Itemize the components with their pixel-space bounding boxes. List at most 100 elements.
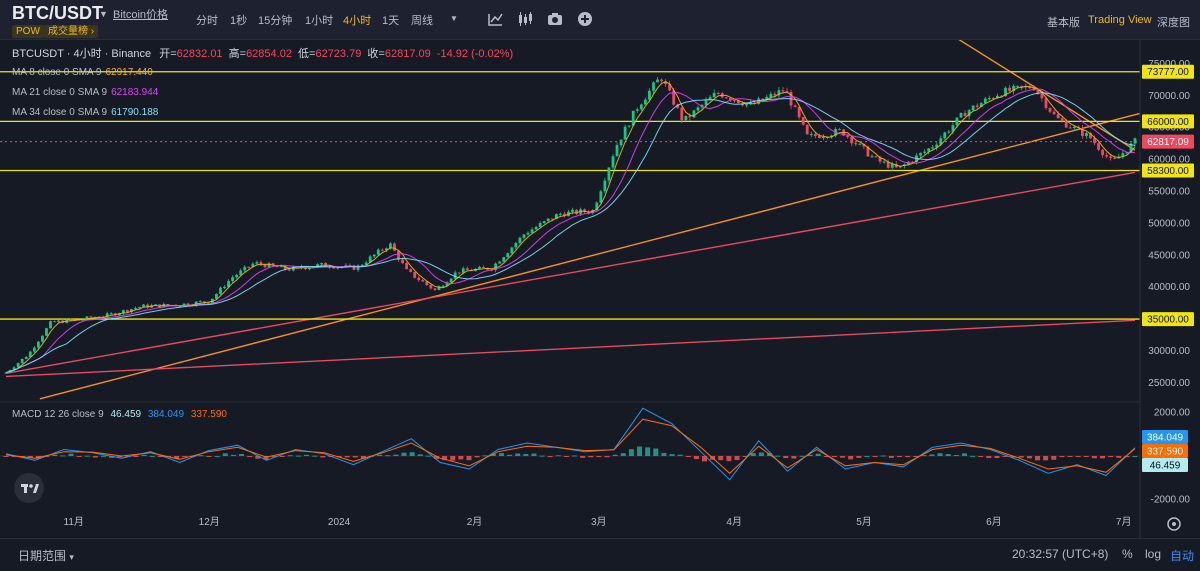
clock-readout[interactable]: 20:32:57 (UTC+8) <box>1012 547 1109 561</box>
macd-tick-label: 2000.00 <box>1154 408 1191 419</box>
auto-scale-toggle[interactable]: 自动 <box>1170 549 1195 563</box>
candle-body <box>478 266 481 269</box>
candle-body <box>393 243 396 251</box>
candle-body <box>797 107 801 118</box>
macd-histogram-bar <box>572 455 578 457</box>
chart-canvas[interactable]: 75000.0070000.0065000.0060000.0055000.00… <box>0 40 1200 538</box>
candle-body <box>279 265 283 268</box>
ma34-legend[interactable]: MA 34 close 0 SMA 9 61790.188 <box>12 107 158 118</box>
candle-body <box>465 268 469 270</box>
candle-body <box>979 103 983 107</box>
date-range-button[interactable]: 日期范围 ▾ <box>18 547 74 564</box>
macd-histogram-bar <box>758 452 764 456</box>
ma8-value: 62917.440 <box>105 67 153 78</box>
candle-body <box>12 367 16 371</box>
macd-histogram-bar <box>352 456 358 458</box>
macd-histogram-bar <box>1116 456 1122 458</box>
macd-histogram-bar <box>693 456 699 460</box>
candle-body <box>660 79 663 82</box>
macd-histogram-bar <box>11 456 17 457</box>
macd-histogram-bar <box>986 456 992 459</box>
macd-histogram-bar <box>848 456 854 460</box>
ma21-legend[interactable]: MA 21 close 0 SMA 9 62183.944 <box>12 87 158 98</box>
candle-body <box>1129 143 1133 153</box>
candle-body <box>1044 98 1048 108</box>
candle-body <box>202 301 206 303</box>
macd-histogram-bar <box>458 456 464 460</box>
settings-gear-icon[interactable] <box>1166 516 1182 532</box>
chevron-down-icon[interactable]: ▼ <box>99 9 108 19</box>
tradingview-logo[interactable] <box>14 473 44 503</box>
macd-histogram-bar <box>661 452 667 456</box>
volume-rank-badge[interactable]: 成交量榜 › <box>44 25 99 38</box>
candle-body <box>680 107 684 121</box>
candle-body <box>919 152 922 156</box>
macd-histogram-bar <box>637 446 643 456</box>
candle-body <box>664 81 667 85</box>
macd-line-value: 384.049 <box>147 409 185 420</box>
interval-1s[interactable]: 1秒 <box>230 15 248 27</box>
interval-4h[interactable]: 4小时 <box>343 15 372 27</box>
macd-histogram-bar <box>669 454 675 456</box>
candle-body <box>781 90 785 92</box>
candle-body <box>648 90 651 100</box>
candle-body <box>105 313 109 317</box>
percent-scale-toggle[interactable]: % <box>1122 547 1133 561</box>
candle-type-icon[interactable] <box>516 10 534 28</box>
macd-histogram-bar <box>393 454 399 456</box>
camera-icon[interactable] <box>546 10 564 28</box>
macd-histogram-bar <box>1051 456 1057 460</box>
macd-histogram-bar <box>417 454 423 456</box>
tab-basic-view[interactable]: 基本版 <box>1047 17 1080 29</box>
tab-depth-chart[interactable]: 深度图 <box>1157 17 1190 29</box>
interval-timeline[interactable]: 分时 <box>196 15 218 27</box>
macd-histogram-bar <box>945 454 951 456</box>
macd-histogram-bar <box>466 456 472 461</box>
interval-15m[interactable]: 15分钟 <box>258 15 293 27</box>
macd-histogram-bar <box>76 456 82 457</box>
macd-histogram-bar <box>864 455 870 457</box>
candle-body <box>1036 90 1040 94</box>
tab-tradingview[interactable]: Trading View <box>1088 14 1152 26</box>
macd-signal-line <box>5 418 1136 474</box>
candle-body <box>817 136 821 139</box>
candle-body <box>1105 155 1109 157</box>
current-price-label: 62817.09 <box>1147 137 1189 148</box>
tradingview-logo-icon <box>21 484 39 493</box>
log-scale-toggle[interactable]: log <box>1145 547 1162 561</box>
macd-histogram-bar <box>515 453 521 456</box>
price-link[interactable]: Bitcoin价格 <box>113 9 169 21</box>
candle-body <box>1080 127 1084 137</box>
macd-histogram-bar <box>961 453 967 456</box>
ma8-legend[interactable]: MA 8 close 0 SMA 9 62917.440 <box>12 67 153 78</box>
interval-1w[interactable]: 周线 <box>411 15 433 27</box>
interval-1d[interactable]: 1天 <box>382 15 400 27</box>
more-intervals-chevron-icon[interactable]: ▼ <box>450 14 458 23</box>
add-icon[interactable] <box>576 10 594 28</box>
candle-body <box>1040 93 1044 99</box>
level-price-label: 58300.00 <box>1147 166 1189 177</box>
candle-body <box>405 263 409 270</box>
candle-body <box>939 138 943 145</box>
candle-body <box>1085 133 1088 137</box>
candle-body <box>376 249 380 255</box>
interval-1h[interactable]: 1小时 <box>305 15 334 27</box>
macd-histogram-bar <box>1026 456 1032 459</box>
candle-body <box>316 264 319 267</box>
candle-body <box>215 293 218 299</box>
candle-body <box>652 82 655 91</box>
candle-body <box>154 304 158 306</box>
pow-badge[interactable]: POW <box>12 25 44 38</box>
macd-legend[interactable]: MACD 12 26 close 9 46.459 384.049 337.59… <box>12 409 227 420</box>
macd-histogram-bar <box>44 456 50 457</box>
macd-histogram-bar <box>978 456 984 457</box>
price-tick-label: 45000.00 <box>1148 250 1190 261</box>
candle-body <box>538 223 542 227</box>
symbol-title[interactable]: BTC/USDT <box>12 3 103 23</box>
macd-histogram-bar <box>198 455 204 457</box>
ma-lines <box>5 81 1136 374</box>
candle-body <box>862 143 866 147</box>
candle-body <box>878 157 882 162</box>
indicators-icon[interactable] <box>486 10 504 28</box>
candle-body <box>728 98 732 101</box>
